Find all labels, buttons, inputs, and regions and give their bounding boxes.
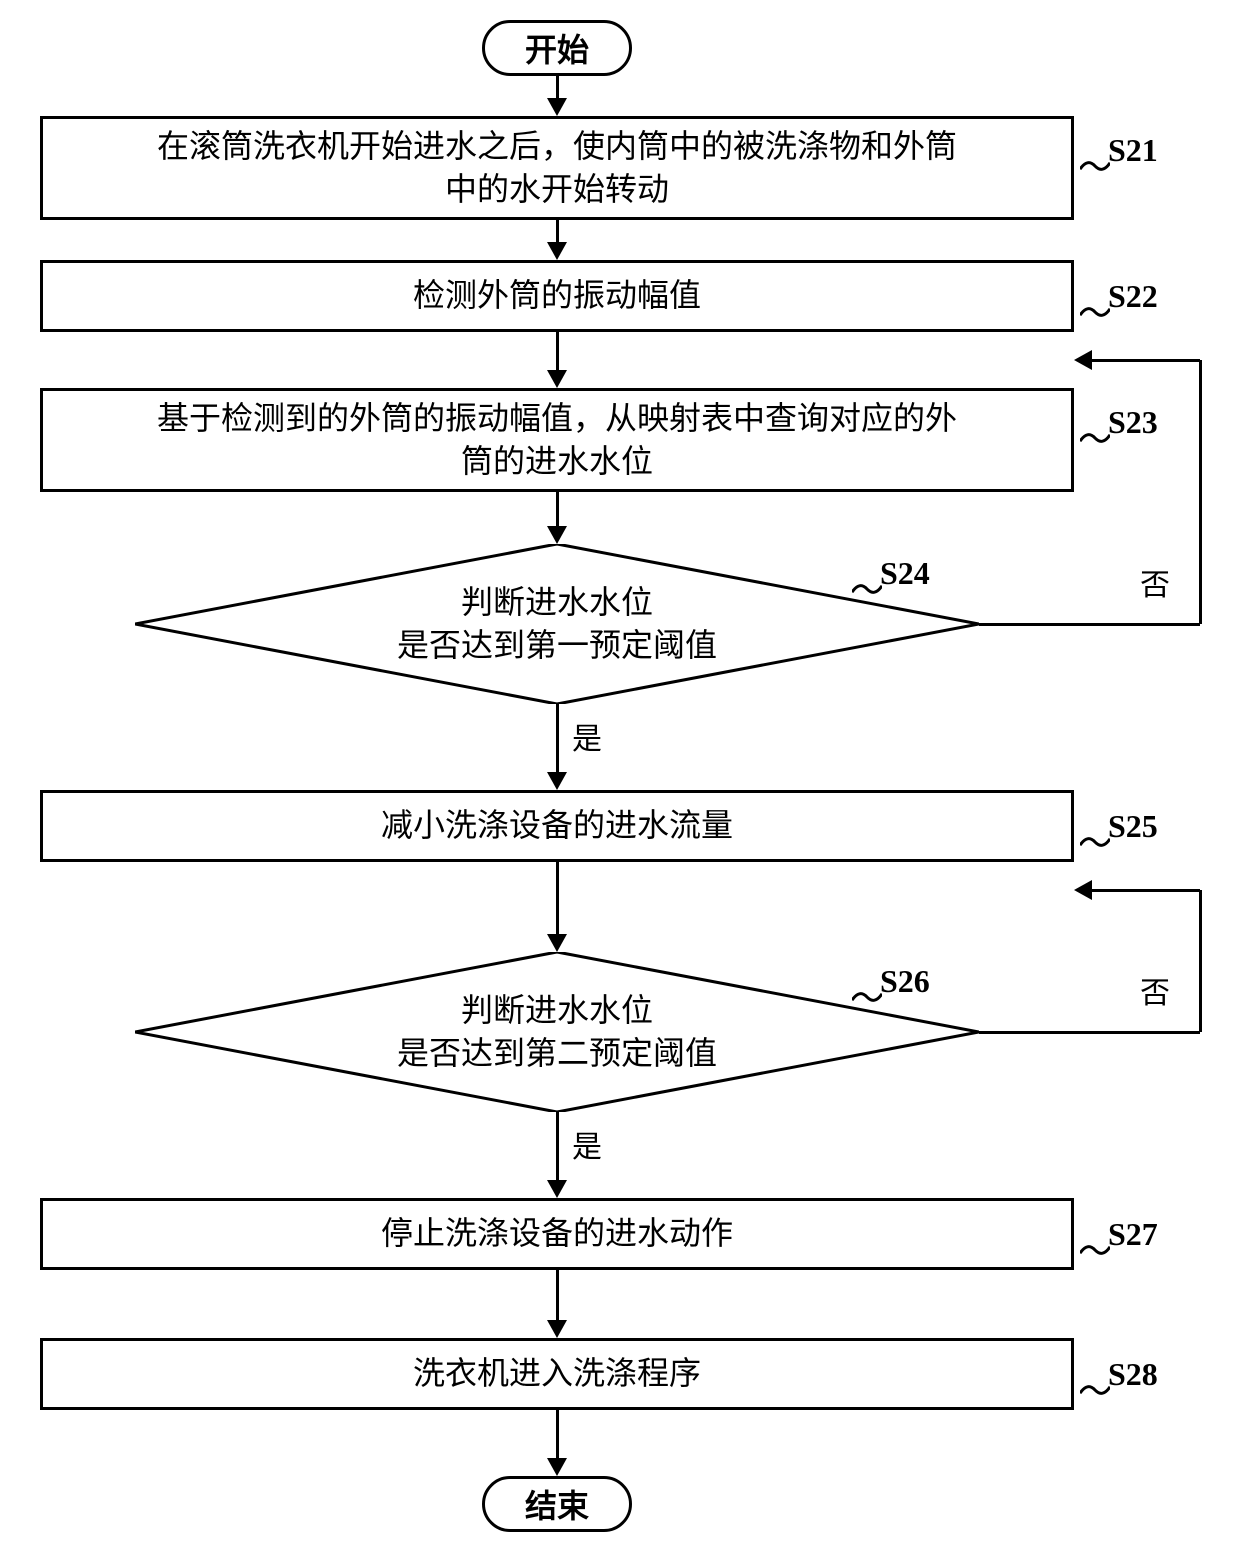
- label-s25: S25: [1108, 808, 1158, 845]
- step-s22: 检测外筒的振动幅值: [40, 260, 1074, 332]
- label-s26: S26: [880, 963, 930, 1000]
- step-s27-text: 停止洗涤设备的进水动作: [381, 1212, 733, 1255]
- arrow-segment: [556, 862, 559, 936]
- terminal-end: 结束: [482, 1476, 632, 1532]
- decision-s26: 判断进水水位 是否达到第二预定阈值: [135, 952, 979, 1112]
- arrow-segment: [1199, 360, 1202, 624]
- connector-tilde-icon: [1080, 1382, 1110, 1398]
- decision-s26-line1: 判断进水水位: [461, 989, 653, 1032]
- arrow-head-icon: [547, 242, 567, 260]
- edge-s26-no: 否: [1140, 968, 1170, 1012]
- arrow-head-icon: [1074, 880, 1092, 900]
- label-s21: S21: [1108, 132, 1158, 169]
- arrow-segment: [556, 332, 559, 372]
- terminal-end-text: 结束: [525, 1481, 589, 1527]
- step-s21-text: 在滚筒洗衣机开始进水之后，使内筒中的被洗涤物和外筒 中的水开始转动: [157, 125, 957, 211]
- step-s28: 洗衣机进入洗涤程序: [40, 1338, 1074, 1410]
- connector-tilde-icon: [1080, 158, 1110, 174]
- connector-tilde-icon: [1080, 834, 1110, 850]
- connector-tilde-icon: [1080, 430, 1110, 446]
- arrow-segment: [979, 1031, 1200, 1034]
- label-s28: S28: [1108, 1356, 1158, 1393]
- edge-s26-yes: 是: [572, 1122, 602, 1166]
- arrow-segment: [556, 220, 559, 244]
- connector-tilde-icon: [1080, 1242, 1110, 1258]
- arrow-segment: [556, 704, 559, 774]
- decision-s26-line2: 是否达到第二预定阈值: [397, 1032, 717, 1075]
- arrow-segment: [556, 1112, 559, 1182]
- step-s28-text: 洗衣机进入洗涤程序: [413, 1352, 701, 1395]
- terminal-start: 开始: [482, 20, 632, 76]
- arrow-head-icon: [547, 1180, 567, 1198]
- arrow-segment: [556, 76, 559, 100]
- arrow-head-icon: [547, 1320, 567, 1338]
- decision-s24-line1: 判断进水水位: [461, 581, 653, 624]
- terminal-start-text: 开始: [525, 25, 589, 71]
- arrow-segment: [556, 1270, 559, 1322]
- label-s27: S27: [1108, 1216, 1158, 1253]
- step-s23-text: 基于检测到的外筒的振动幅值，从映射表中查询对应的外 筒的进水水位: [157, 397, 957, 483]
- arrow-segment: [1090, 359, 1200, 362]
- label-s22: S22: [1108, 278, 1158, 315]
- label-s24: S24: [880, 555, 930, 592]
- flowchart-canvas: 开始 在滚筒洗衣机开始进水之后，使内筒中的被洗涤物和外筒 中的水开始转动 S21…: [0, 0, 1240, 1548]
- step-s21: 在滚筒洗衣机开始进水之后，使内筒中的被洗涤物和外筒 中的水开始转动: [40, 116, 1074, 220]
- arrow-head-icon: [547, 772, 567, 790]
- arrow-head-icon: [547, 370, 567, 388]
- arrow-segment: [556, 1410, 559, 1460]
- decision-s24: 判断进水水位 是否达到第一预定阈值: [135, 544, 979, 704]
- arrow-head-icon: [1074, 350, 1092, 370]
- arrow-head-icon: [547, 526, 567, 544]
- edge-s24-no: 否: [1140, 560, 1170, 604]
- connector-tilde-icon: [1080, 304, 1110, 320]
- step-s27: 停止洗涤设备的进水动作: [40, 1198, 1074, 1270]
- arrow-segment: [556, 492, 559, 528]
- arrow-segment: [1199, 890, 1202, 1032]
- step-s25-text: 减小洗涤设备的进水流量: [381, 804, 733, 847]
- step-s25: 减小洗涤设备的进水流量: [40, 790, 1074, 862]
- label-s23: S23: [1108, 404, 1158, 441]
- arrow-segment: [979, 623, 1200, 626]
- edge-s24-yes: 是: [572, 714, 602, 758]
- step-s22-text: 检测外筒的振动幅值: [413, 274, 701, 317]
- arrow-segment: [1090, 889, 1200, 892]
- decision-s24-line2: 是否达到第一预定阈值: [397, 624, 717, 667]
- arrow-head-icon: [547, 934, 567, 952]
- step-s23: 基于检测到的外筒的振动幅值，从映射表中查询对应的外 筒的进水水位: [40, 388, 1074, 492]
- arrow-head-icon: [547, 1458, 567, 1476]
- arrow-head-icon: [547, 98, 567, 116]
